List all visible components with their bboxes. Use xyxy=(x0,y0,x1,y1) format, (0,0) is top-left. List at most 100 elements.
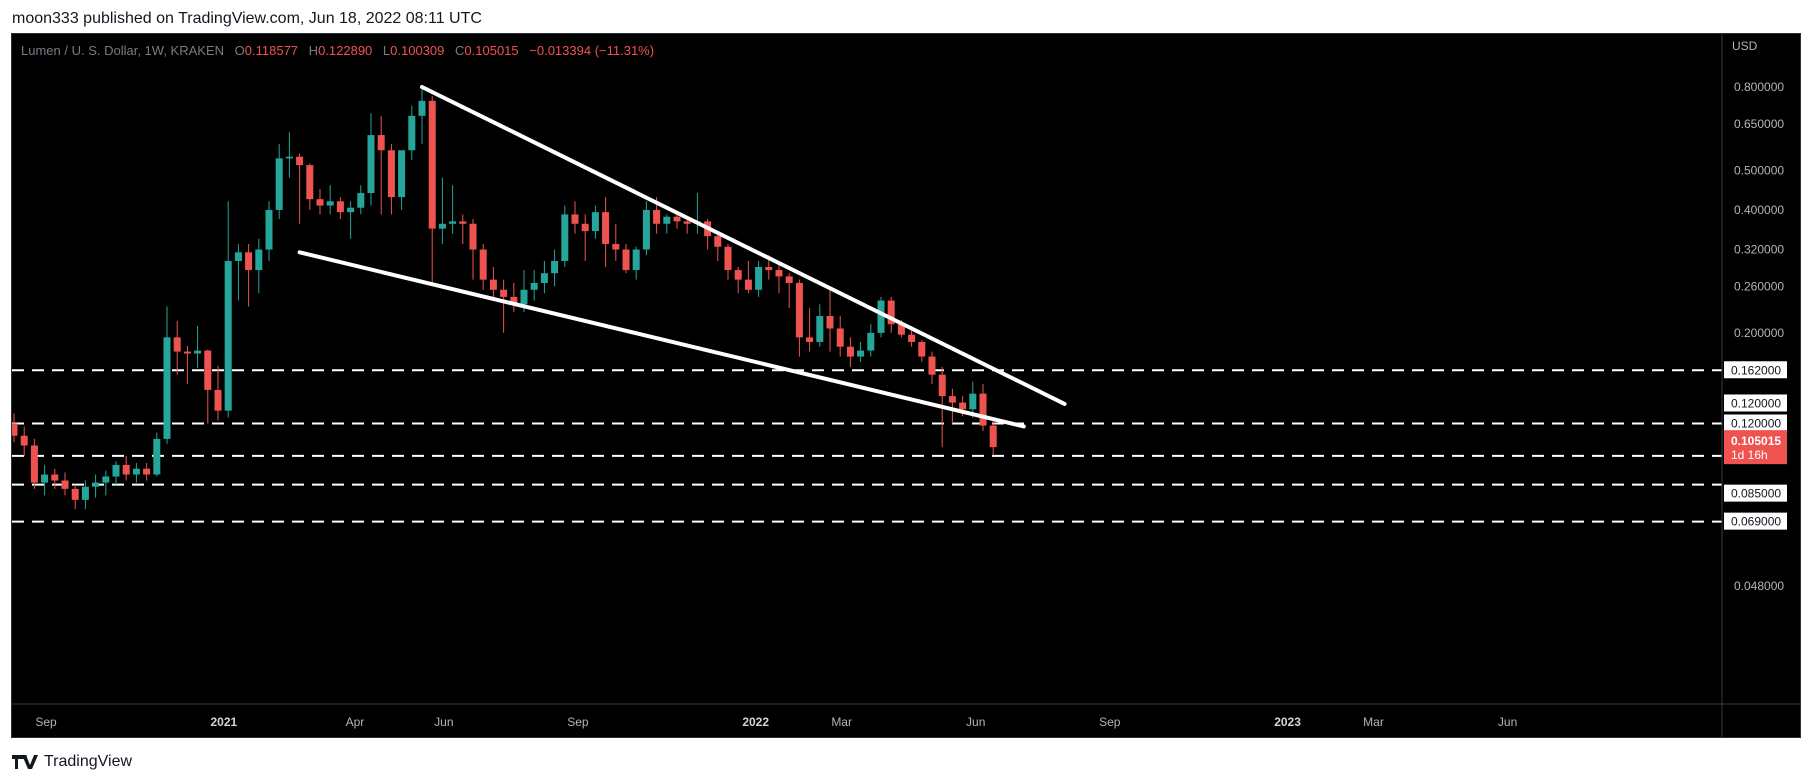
candle-body xyxy=(744,279,752,290)
chart-panel[interactable]: USD 0.800000 0.650000 0.500000 0.400000 0.32… xyxy=(11,33,1801,738)
low-value: 0.100309 xyxy=(390,43,444,58)
candle-body xyxy=(408,115,416,151)
candle xyxy=(214,365,222,421)
candle xyxy=(887,296,895,333)
candle xyxy=(622,244,630,274)
candle-body xyxy=(255,249,263,271)
candle xyxy=(132,463,140,483)
level-labels: 0.1620000.1200000.1000000.0850000.069000… xyxy=(1724,361,1787,530)
candle xyxy=(153,432,161,477)
svg-text:0.085000: 0.085000 xyxy=(1731,487,1781,501)
tradingview-logo-icon[interactable] xyxy=(12,755,38,769)
candle xyxy=(367,113,375,206)
candle xyxy=(336,197,344,220)
candle-body xyxy=(102,476,110,483)
candle xyxy=(224,201,232,418)
svg-text:0.069000: 0.069000 xyxy=(1731,515,1781,529)
price-axis[interactable]: USD 0.800000 0.650000 0.500000 0.400000 0.32… xyxy=(1732,39,1784,593)
candle-body xyxy=(561,214,569,261)
candle-body xyxy=(438,223,446,229)
candles xyxy=(12,87,997,510)
candle xyxy=(663,214,671,234)
open-label: O xyxy=(235,43,245,58)
candle-body xyxy=(530,282,538,290)
candle-body xyxy=(143,468,151,475)
candle xyxy=(194,325,202,369)
candle-body xyxy=(591,212,599,232)
candle xyxy=(989,419,997,456)
candle xyxy=(591,205,599,239)
candle-body xyxy=(969,393,977,410)
candle xyxy=(571,201,579,234)
candle xyxy=(428,96,436,283)
candle xyxy=(561,205,569,267)
svg-text:0.120000: 0.120000 xyxy=(1731,396,1781,410)
candle xyxy=(122,455,130,481)
level-price-label: 0.162000 xyxy=(1724,361,1787,379)
candle xyxy=(408,105,416,161)
candle xyxy=(459,214,467,245)
candle-body xyxy=(938,374,946,397)
candle xyxy=(928,351,936,384)
svg-text:0.162000: 0.162000 xyxy=(1731,363,1781,377)
candle xyxy=(479,244,487,290)
candle xyxy=(20,426,28,456)
time-axis[interactable]: Sep 2021 Apr Jun Sep 2022 Mar Jun Sep 2023 Mar Jun xyxy=(35,715,1517,729)
candle-body xyxy=(367,135,375,194)
candle-body xyxy=(326,201,334,206)
candle xyxy=(143,463,151,481)
candle xyxy=(816,304,824,347)
candle xyxy=(41,464,49,496)
candle xyxy=(755,260,763,297)
chart-background xyxy=(12,34,1800,737)
candle-body xyxy=(30,445,38,483)
candle-body xyxy=(816,315,824,342)
candle xyxy=(642,201,650,256)
candle xyxy=(632,246,640,280)
high-label: H xyxy=(309,43,318,58)
candle xyxy=(469,219,477,280)
candle xyxy=(602,197,610,267)
candle xyxy=(489,266,497,301)
candle-body xyxy=(275,158,283,210)
symbol-legend: Lumen / U. S. Dollar, 1W, KRAKEN O0.1185… xyxy=(21,43,654,58)
trendline-0[interactable] xyxy=(420,85,1067,406)
time-tick-label: Jun xyxy=(434,715,453,729)
candle-body xyxy=(173,337,181,352)
candlestick-chart[interactable]: USD 0.800000 0.650000 0.500000 0.400000 0.32… xyxy=(12,34,1800,737)
candle-body xyxy=(132,468,140,475)
candle-body xyxy=(734,270,742,280)
candle xyxy=(30,438,38,489)
price-tick-label: 0.500000 xyxy=(1734,163,1784,177)
candle-body xyxy=(51,474,59,481)
candle xyxy=(326,185,334,215)
candle xyxy=(918,340,926,362)
close-label: C xyxy=(455,43,464,58)
time-tick-label: 2023 xyxy=(1274,715,1301,729)
candle-body xyxy=(622,249,630,271)
candle-body xyxy=(765,266,773,271)
time-tick-label: Mar xyxy=(831,715,852,729)
candle-body xyxy=(194,350,202,354)
price-tick-label: 0.400000 xyxy=(1734,203,1784,217)
candle-body xyxy=(285,156,293,159)
trendline-1[interactable] xyxy=(297,250,1026,429)
candle-body xyxy=(377,135,385,151)
price-tick-label: 0.260000 xyxy=(1734,279,1784,293)
candle-body xyxy=(153,438,161,475)
candle xyxy=(102,470,110,496)
candle-body xyxy=(571,214,579,224)
low-label: L xyxy=(383,43,390,58)
candle xyxy=(530,270,538,301)
time-tick-label: 2022 xyxy=(742,715,769,729)
tradingview-brand[interactable]: TradingView xyxy=(44,753,133,770)
current-price-value: 0.105015 xyxy=(1731,434,1781,448)
candle-body xyxy=(71,488,79,500)
price-tick-label: 0.650000 xyxy=(1734,117,1784,131)
symbol-title: Lumen / U. S. Dollar, 1W, KRAKEN xyxy=(21,43,224,58)
open-value: 0.118577 xyxy=(245,43,298,58)
candle xyxy=(795,279,803,357)
horizontal-levels xyxy=(12,369,1722,523)
candle xyxy=(316,189,324,215)
